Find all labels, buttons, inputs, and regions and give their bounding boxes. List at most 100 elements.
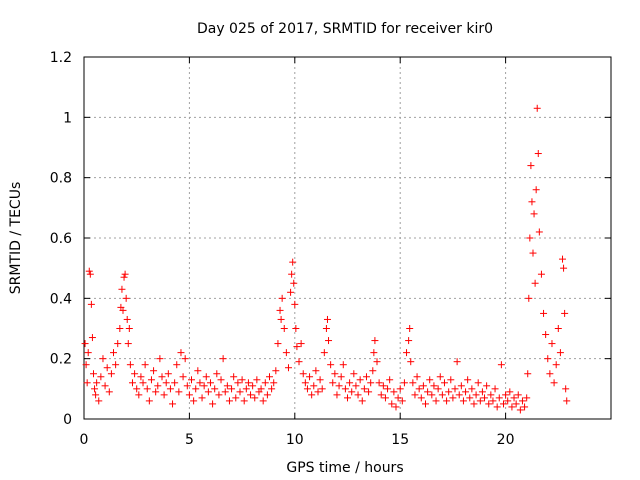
data-point xyxy=(485,400,493,408)
data-point xyxy=(535,228,543,236)
data-point xyxy=(314,388,322,396)
data-point xyxy=(526,234,534,242)
data-point xyxy=(472,391,480,399)
data-point xyxy=(198,394,206,402)
data-point xyxy=(84,349,92,357)
data-point xyxy=(162,379,170,387)
data-point xyxy=(299,370,307,378)
x-tick-label: 20 xyxy=(497,432,515,448)
data-point xyxy=(451,385,459,393)
data-point xyxy=(185,391,193,399)
data-point xyxy=(234,379,242,387)
data-point xyxy=(219,355,227,363)
data-point xyxy=(434,385,442,393)
data-point xyxy=(493,403,501,411)
data-point xyxy=(114,340,122,348)
data-point xyxy=(318,385,326,393)
data-point xyxy=(223,382,231,390)
data-point xyxy=(293,343,301,351)
data-point xyxy=(181,355,189,363)
data-point xyxy=(554,325,562,332)
data-point xyxy=(89,370,97,378)
y-tick-label: 0.2 xyxy=(50,352,72,368)
data-point xyxy=(303,385,311,393)
data-point xyxy=(122,294,130,302)
data-point xyxy=(405,337,413,345)
data-point xyxy=(525,294,533,302)
data-point xyxy=(247,391,255,399)
data-point xyxy=(92,391,100,399)
data-point xyxy=(268,385,276,393)
data-point xyxy=(280,325,288,332)
data-point xyxy=(287,288,295,296)
data-point xyxy=(270,379,278,387)
y-tick-label: 0.4 xyxy=(50,291,72,307)
data-point xyxy=(333,391,341,399)
data-point xyxy=(169,400,177,408)
data-point xyxy=(121,270,129,278)
data-point xyxy=(166,385,174,393)
data-point xyxy=(232,394,240,402)
data-point xyxy=(177,349,185,357)
data-point xyxy=(308,391,316,399)
data-point xyxy=(540,309,548,317)
data-point xyxy=(373,358,381,366)
data-points xyxy=(81,104,571,414)
data-point xyxy=(356,376,364,384)
data-point xyxy=(550,379,558,387)
data-point xyxy=(478,388,486,396)
data-point xyxy=(375,379,383,387)
data-point xyxy=(88,334,96,342)
data-point xyxy=(386,376,394,384)
data-point xyxy=(377,391,385,399)
data-point xyxy=(112,361,120,369)
x-axis-label: GPS time / hours xyxy=(286,460,403,476)
data-point xyxy=(86,270,94,278)
data-point xyxy=(327,361,335,369)
axis-ticks xyxy=(83,56,611,420)
data-point xyxy=(453,358,461,366)
data-point xyxy=(123,315,131,323)
data-point xyxy=(105,388,113,396)
data-point xyxy=(512,400,520,408)
data-point xyxy=(381,394,389,402)
data-point xyxy=(310,382,318,390)
data-point xyxy=(348,388,356,396)
data-point xyxy=(411,391,419,399)
data-point xyxy=(196,379,204,387)
data-point xyxy=(531,279,539,287)
x-tick-label: 0 xyxy=(80,432,89,448)
data-point xyxy=(394,394,402,402)
x-tick-labels: 0 5 10 15 20 xyxy=(80,432,515,448)
data-point xyxy=(537,270,545,278)
data-point xyxy=(126,361,134,369)
y-tick-label: 0.6 xyxy=(50,231,72,247)
data-point xyxy=(124,340,132,348)
data-point xyxy=(352,382,360,390)
data-point xyxy=(548,340,556,348)
data-point xyxy=(384,385,392,393)
data-point xyxy=(424,388,432,396)
data-point xyxy=(528,198,536,206)
data-point xyxy=(164,370,172,378)
data-point xyxy=(81,340,89,348)
data-point xyxy=(331,370,339,378)
y-tick-label: 1 xyxy=(63,110,72,126)
data-point xyxy=(253,376,261,384)
data-point xyxy=(292,325,300,332)
data-point xyxy=(276,306,284,314)
data-point xyxy=(242,385,250,393)
data-point xyxy=(288,270,296,278)
chart-title: Day 025 of 2017, SRMTID for receiver kir… xyxy=(197,21,493,37)
data-point xyxy=(91,385,99,393)
data-point xyxy=(457,382,465,390)
data-point xyxy=(257,385,265,393)
data-point xyxy=(277,315,285,323)
data-point xyxy=(278,294,286,302)
data-point xyxy=(560,264,568,272)
data-point xyxy=(370,349,378,357)
data-point xyxy=(251,394,259,402)
data-point xyxy=(502,391,510,399)
data-point xyxy=(147,376,155,384)
data-point xyxy=(249,382,257,390)
